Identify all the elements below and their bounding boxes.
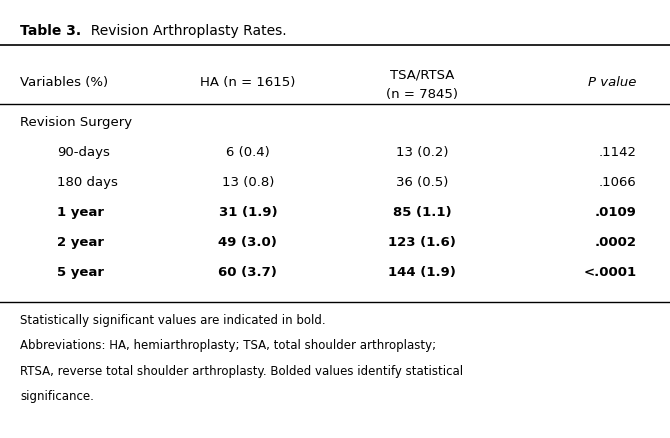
Text: (n = 7845): (n = 7845) [386,88,458,101]
Text: 144 (1.9): 144 (1.9) [388,265,456,278]
Text: significance.: significance. [20,389,94,403]
Text: .1142: .1142 [598,146,636,159]
Text: Table 3.: Table 3. [20,24,81,38]
Text: 85 (1.1): 85 (1.1) [393,205,452,219]
Text: 90-days: 90-days [57,146,110,159]
Text: P value: P value [588,76,636,88]
Text: 13 (0.2): 13 (0.2) [396,146,448,159]
Text: Statistically significant values are indicated in bold.: Statistically significant values are ind… [20,313,326,326]
Text: .0109: .0109 [595,205,636,219]
Text: Revision Arthroplasty Rates.: Revision Arthroplasty Rates. [82,24,286,38]
Text: Variables (%): Variables (%) [20,76,109,88]
Text: 5 year: 5 year [57,265,104,278]
Text: 1 year: 1 year [57,205,104,219]
Text: 180 days: 180 days [57,176,118,189]
Text: Abbreviations: HA, hemiarthroplasty; TSA, total shoulder arthroplasty;: Abbreviations: HA, hemiarthroplasty; TSA… [20,339,436,352]
Text: 36 (0.5): 36 (0.5) [396,176,448,189]
Text: 49 (3.0): 49 (3.0) [218,235,277,248]
Text: 2 year: 2 year [57,235,104,248]
Text: 31 (1.9): 31 (1.9) [218,205,277,219]
Text: 13 (0.8): 13 (0.8) [222,176,274,189]
Text: RTSA, reverse total shoulder arthroplasty. Bolded values identify statistical: RTSA, reverse total shoulder arthroplast… [20,364,463,377]
Text: 123 (1.6): 123 (1.6) [388,235,456,248]
Text: HA (n = 1615): HA (n = 1615) [200,76,295,88]
Text: 6 (0.4): 6 (0.4) [226,146,270,159]
Text: .1066: .1066 [599,176,636,189]
Text: Revision Surgery: Revision Surgery [20,116,132,129]
Text: .0002: .0002 [594,235,636,248]
Text: TSA/RTSA: TSA/RTSA [390,68,454,81]
Text: 60 (3.7): 60 (3.7) [218,265,277,278]
Text: <.0001: <.0001 [584,265,636,278]
